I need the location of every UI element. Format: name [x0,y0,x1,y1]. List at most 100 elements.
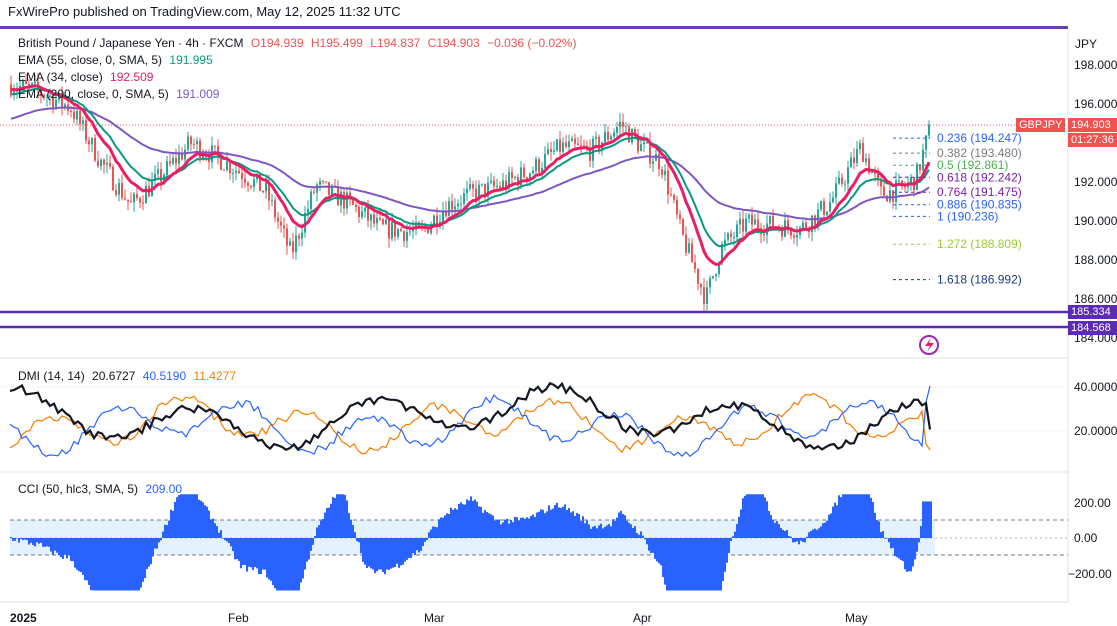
cci-bar [406,538,408,560]
ema55-value: 191.995 [169,53,213,67]
fibonacci-retracement[interactable]: 0.236 (194.247)0.382 (193.480)0.5 (192.8… [893,131,1022,287]
candle-body [700,283,702,288]
candle-body [856,149,858,163]
cci-bar [386,538,388,570]
cci-bar [14,538,16,541]
candle-body [697,268,699,284]
cci-bar [400,538,402,566]
cci-bar [632,528,634,538]
cci-bar [598,525,600,538]
candle-body [181,153,183,160]
cci-bar [664,538,666,585]
cci-bar [896,538,898,558]
ema200-legend[interactable]: EMA (200, close, 0, SMA, 5) 191.009 [18,87,223,101]
cci-bar [102,538,104,591]
cci-bar [310,538,312,551]
cci-bar [22,538,24,541]
cci-bar [330,503,332,538]
cci-bar [242,538,244,566]
candle-body [928,124,930,136]
cci-bar [224,538,226,541]
dmi-legend[interactable]: DMI (14, 14) 20.6727 40.5190 11.4277 [18,369,240,383]
cci-pane[interactable]: 200.00 0.00 −200.00 [10,494,1112,591]
fib-level-label: 1.618 (186.992) [937,273,1022,287]
cci-bar [582,516,584,538]
cci-bar [234,538,236,560]
cci-bar [764,497,766,538]
candle-body [382,219,384,225]
dmi-pane[interactable]: 40.0000 20.0000 [0,380,1117,458]
cci-bar [710,538,712,591]
cci-bar [692,538,694,591]
cci-bar [414,538,416,556]
cci-bar [572,511,574,538]
candle-body [676,199,678,215]
candle-body [796,235,798,238]
cci-bar [94,538,96,591]
candle-body [526,177,528,180]
candle-body [103,159,105,165]
cci-bar [328,507,330,538]
ema200-label: EMA (200, close, 0, SMA, 5) [18,87,169,101]
cci-bar [488,513,490,538]
cci-bar [474,499,476,538]
dmi-axis-40: 40.0000 [1074,380,1117,394]
cci-bar [910,538,912,572]
cci-axis-0: 0.00 [1074,531,1098,545]
cci-bar [332,497,334,538]
cci-bar [60,538,62,558]
cci-bar [368,538,370,567]
cci-bar [580,520,582,538]
cci-bar [422,538,424,547]
cci-bar [544,513,546,538]
cci-bar [924,501,926,538]
candle-body [598,136,600,150]
candle-body [46,96,48,98]
cci-bar [164,524,166,538]
candle-body [136,193,138,199]
cci-bar [408,538,410,558]
main-legend[interactable]: British Pound / Japanese Yen · 4h · FXCM… [18,36,580,50]
cci-bar [174,502,176,538]
candle-body [259,174,261,192]
cci-bar [820,526,822,538]
candle-body [790,228,792,236]
cci-bar [198,499,200,538]
candle-body [853,157,855,163]
cci-bar [768,510,770,538]
cci-bar [484,510,486,538]
cci-bar [874,512,876,538]
cci-legend[interactable]: CCI (50, hlc3, SMA, 5) 209.00 [18,482,186,496]
cci-bar [424,538,426,542]
cci-bar [784,531,786,538]
ema34-legend[interactable]: EMA (34, close) 192.509 [18,70,157,84]
cci-bar [404,538,406,562]
candle-body [724,239,726,244]
candle-body [397,229,399,237]
cci-bar [538,511,540,538]
cci-bar [804,538,806,543]
lightning-icon[interactable] [919,335,939,355]
cci-bar [50,538,52,552]
cci-bar [64,538,66,555]
ohlc-close: C194.903 [427,36,480,50]
cci-bar [436,527,438,538]
candle-body [463,193,465,204]
cci-bar [532,514,534,538]
candle-body [451,200,453,210]
candle-body [406,232,408,241]
top-border [0,26,1068,29]
candle-body [643,142,645,145]
candle-body [61,92,63,107]
cci-bar [756,494,758,538]
cci-bar [396,538,398,564]
candle-body [490,180,492,183]
ema55-legend[interactable]: EMA (55, close, 0, SMA, 5) 191.995 [18,53,217,67]
cci-bar [258,538,260,575]
cci-bar [276,538,278,591]
cci-bar [28,538,30,545]
price-pane[interactable]: 0.236 (194.247)0.382 (193.480)0.5 (192.8… [0,72,1068,355]
ema200-value: 191.009 [176,87,220,101]
candle-body [613,132,615,137]
cci-bar [578,514,580,538]
